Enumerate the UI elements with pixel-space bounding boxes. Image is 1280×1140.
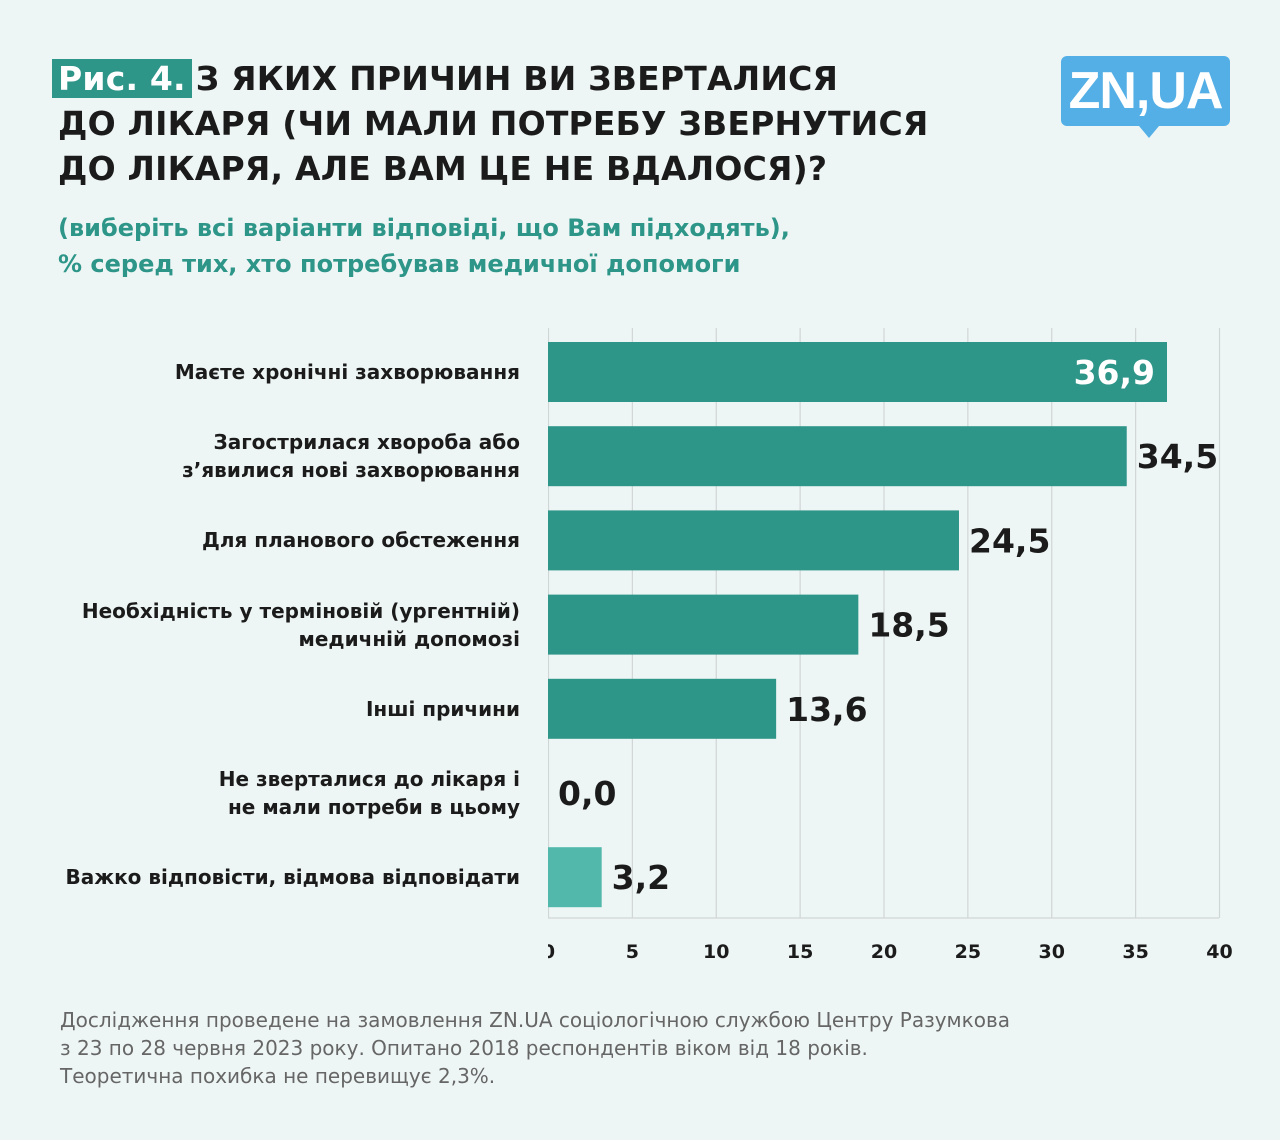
value-label: 34,5 (1137, 437, 1218, 476)
category-label-line: Маєте хронічні захворювання (174, 360, 520, 384)
bar (548, 594, 859, 655)
value-label: 13,6 (786, 690, 867, 729)
value-label: 0,0 (558, 774, 616, 813)
category-label: Загострилася хвороба або з’явилися нові з… (20, 428, 520, 484)
x-tick-label: 40 (1206, 941, 1232, 963)
bar (548, 426, 1127, 487)
footer-note: Дослідження проведене на замовлення ZN.U… (60, 1006, 1010, 1090)
x-tick-label: 0 (548, 941, 555, 963)
category-label-line: медичній допомозі (298, 626, 520, 651)
category-label-line: Загострилася хвороба або (213, 430, 520, 455)
category-label-line: Необхідність у терміновій (ургентній) (81, 598, 520, 623)
category-label: Необхідність у терміновій (ургентній) мед… (20, 597, 520, 653)
bar (548, 342, 1167, 402)
bar-chart: 0 5 10 15 20 25 30 35 40 36,9 34,5 24,5 18,5 13,6 0,0 3… (548, 328, 1233, 963)
category-label-line: не мали потреби в цьому (227, 795, 520, 819)
category-label-line: Інші причини (365, 696, 520, 721)
footer-line: Теоретична похибка не перевищує 2,3%. (60, 1064, 496, 1088)
bar (548, 847, 602, 908)
x-tick-label: 20 (871, 941, 897, 963)
x-tick-label: 15 (787, 941, 813, 963)
category-label: Інші причини (20, 695, 520, 723)
category-label: Не зверталися до лікаря і не мали потреби… (20, 765, 520, 821)
category-label-line: з’явилися нові захворювання (182, 458, 520, 483)
x-tick-label: 35 (1122, 941, 1148, 963)
category-label: Маєте хронічні захворювання (20, 358, 520, 386)
x-tick-label: 5 (626, 941, 639, 963)
value-label: 3,2 (612, 858, 670, 897)
category-label-line: Важко відповісти, відмова відповідати (65, 865, 520, 890)
category-label: Важко відповісти, відмова відповідати (20, 863, 520, 891)
x-tick-label: 30 (1039, 941, 1065, 963)
x-tick-label: 10 (703, 941, 729, 963)
bar (548, 678, 777, 739)
title-line: ДО ЛІКАРЯ, АЛЕ ВАМ ЦЕ НЕ ВДАЛОСЯ)? (58, 149, 828, 188)
x-tick-label: 25 (955, 941, 981, 963)
value-label: 36,9 (1074, 353, 1155, 392)
value-label: 24,5 (969, 521, 1050, 560)
category-label-line: Не зверталися до лікаря і (218, 767, 520, 791)
subtitle-line: % серед тих, хто потребував медичної доп… (58, 250, 741, 278)
chart-subtitle: (виберіть всі варіанти відповіді, що Вам… (58, 210, 790, 282)
bar (548, 510, 959, 571)
category-label: Для планового обстеження (20, 526, 520, 554)
footer-line: з 23 по 28 червня 2023 року. Опитано 201… (60, 1036, 868, 1060)
chart-title: Рис. 4. З ЯКИХ ПРИЧИН ВИ ЗВЕРТАЛИСЯ ДО ЛІ… (52, 56, 929, 191)
zn-ua-logo: ZN,UA (1061, 56, 1230, 138)
subtitle-line: (виберіть всі варіанти відповіді, що Вам… (58, 214, 790, 242)
figure-label: Рис. 4. (52, 59, 192, 98)
value-label: 18,5 (868, 606, 949, 645)
title-line: З ЯКИХ ПРИЧИН ВИ ЗВЕРТАЛИСЯ (195, 59, 839, 98)
footer-line: Дослідження проведене на замовлення ZN.U… (60, 1008, 1010, 1032)
category-label-line: Для планового обстеження (202, 528, 520, 553)
title-line: ДО ЛІКАРЯ (ЧИ МАЛИ ПОТРЕБУ ЗВЕРНУТИСЯ (58, 104, 929, 143)
